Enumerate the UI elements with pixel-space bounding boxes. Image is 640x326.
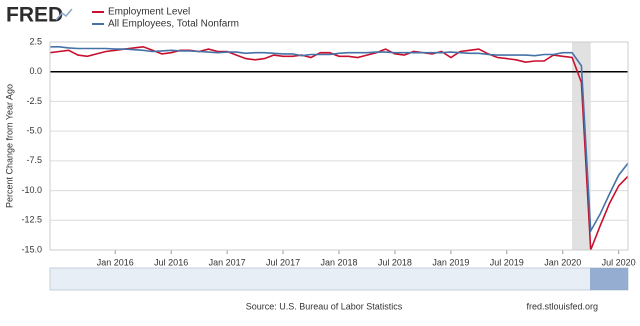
series-line xyxy=(49,45,629,251)
y-tick-label: -7.5 xyxy=(26,155,42,165)
navigator[interactable] xyxy=(49,267,629,291)
x-tick-label: Jul 2019 xyxy=(490,257,524,267)
y-tick-label: -10.0 xyxy=(21,185,42,195)
x-tick-label: Jul 2017 xyxy=(266,257,300,267)
x-tick-label: Jan 2017 xyxy=(209,257,246,267)
logo: FRED xyxy=(6,4,63,27)
logo-icon xyxy=(55,8,73,21)
x-tick-label: Jan 2018 xyxy=(320,257,357,267)
source: Source: U.S. Bureau of Labor Statistics xyxy=(246,301,403,311)
legend-label: Employment Level xyxy=(108,7,190,18)
y-tick-label: 0.0 xyxy=(29,66,42,76)
y-tick-label: -15.0 xyxy=(21,244,42,254)
series-line xyxy=(50,46,629,234)
legend-label: All Employees, Total Nonfarm xyxy=(108,19,239,30)
recession-shade xyxy=(572,42,591,250)
plot-frame xyxy=(49,41,629,251)
y-axis-title: Percent Change from Year Ago xyxy=(4,84,14,208)
x-tick-label: Jan 2019 xyxy=(432,257,469,267)
y-tick-label: -2.5 xyxy=(26,96,42,106)
y-tick-label: -5.0 xyxy=(26,126,42,136)
x-tick-label: Jul 2018 xyxy=(378,257,412,267)
x-tick-label: Jan 2020 xyxy=(544,257,581,267)
navigator-window[interactable] xyxy=(590,268,628,290)
x-tick-label: Jan 2016 xyxy=(97,257,134,267)
site: fred.stlouisfed.org xyxy=(526,301,598,311)
y-tick-label: 2.5 xyxy=(29,36,42,46)
x-tick-label: Jul 2016 xyxy=(154,257,188,267)
y-tick-label: -12.5 xyxy=(21,215,42,225)
x-tick-label: Jul 2020 xyxy=(602,257,636,267)
